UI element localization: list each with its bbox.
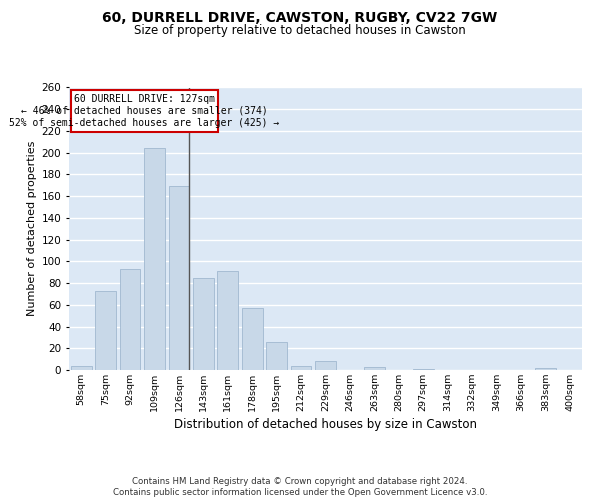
FancyBboxPatch shape <box>71 90 218 132</box>
Bar <box>144 148 165 370</box>
Bar <box>119 269 140 370</box>
Bar <box>217 271 238 370</box>
Bar <box>242 308 263 370</box>
Text: 60 DURRELL DRIVE: 127sqm: 60 DURRELL DRIVE: 127sqm <box>74 94 215 104</box>
Bar <box>413 369 434 370</box>
Text: Size of property relative to detached houses in Cawston: Size of property relative to detached ho… <box>134 24 466 37</box>
Text: Contains HM Land Registry data © Crown copyright and database right 2024.: Contains HM Land Registry data © Crown c… <box>132 476 468 486</box>
Text: ← 46% of detached houses are smaller (374): ← 46% of detached houses are smaller (37… <box>21 106 268 116</box>
Bar <box>193 278 214 370</box>
Bar <box>290 366 311 370</box>
Bar <box>266 342 287 370</box>
Bar <box>364 366 385 370</box>
Bar <box>535 368 556 370</box>
Text: 52% of semi-detached houses are larger (425) →: 52% of semi-detached houses are larger (… <box>9 118 280 128</box>
Bar <box>169 186 190 370</box>
Text: 60, DURRELL DRIVE, CAWSTON, RUGBY, CV22 7GW: 60, DURRELL DRIVE, CAWSTON, RUGBY, CV22 … <box>103 11 497 25</box>
Bar <box>71 366 92 370</box>
X-axis label: Distribution of detached houses by size in Cawston: Distribution of detached houses by size … <box>174 418 477 431</box>
Text: Contains public sector information licensed under the Open Government Licence v3: Contains public sector information licen… <box>113 488 487 497</box>
Bar <box>95 290 116 370</box>
Y-axis label: Number of detached properties: Number of detached properties <box>28 141 37 316</box>
Bar <box>315 362 336 370</box>
